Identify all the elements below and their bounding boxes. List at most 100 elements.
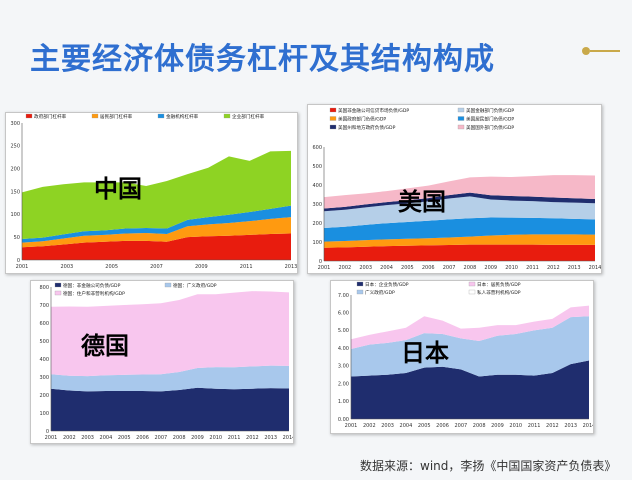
usa-x-tick-label: 2001 (318, 265, 331, 271)
usa-legend-label: 美国国外部门负债/GDP (466, 124, 514, 131)
china-x-tick-label: 2005 (105, 264, 118, 270)
china-x-tick-label: 2011 (240, 264, 253, 270)
usa-x-tick-label: 2002 (338, 265, 351, 271)
germany-y-tick-label: 400 (39, 357, 49, 363)
usa-legend-swatch (457, 124, 465, 130)
china-legend-label: 居民部门杠杆率 (100, 113, 133, 120)
japan-legend-label: 私人非营利机构/GDP (477, 289, 521, 296)
usa-legend-swatch (457, 107, 465, 113)
china-x-tick-label: 2007 (150, 264, 163, 270)
usa-y-tick-label: 600 (312, 145, 322, 151)
japan-legend-swatch (356, 281, 364, 287)
china-y-tick-label: 50 (14, 235, 20, 241)
germany-legend-swatch (164, 282, 172, 288)
china-chart: 0 50 100 150 200 250 300 2001 2003 2005 2007 2009 20… (5, 112, 298, 274)
usa-y-tick-label: 100 (312, 240, 322, 246)
japan-legend-label: 广义政府/GDP (365, 289, 395, 296)
germany-y-tick-label: 300 (39, 375, 49, 381)
china-legend-swatch (91, 113, 99, 119)
japan-x-tick-label: 2001 (345, 423, 358, 429)
usa-area-0 (324, 244, 595, 261)
germany-legend-label: 德国：广义政府/GDP (173, 282, 217, 289)
usa-x-tick-label: 2012 (547, 265, 560, 271)
germany-x-tick-label: 2005 (118, 435, 131, 441)
japan-chart-svg: 0.00 1.00 2.00 3.00 4.00 5.00 6.00 7.00 2001 2002… (338, 281, 593, 429)
japan-x-tick-label: 2006 (436, 423, 449, 429)
usa-legend-label: 美国居民部门负债/GDP (466, 116, 514, 123)
japan-area-0 (351, 360, 589, 419)
germany-x-tick-label: 2002 (63, 435, 76, 441)
germany-y-tick-label: 800 (39, 285, 49, 291)
japan-x-tick-label: 2011 (528, 423, 541, 429)
china-area-1 (22, 217, 291, 248)
usa-chart-svg: 0 100 200 300 400 500 600 2001 2002 2003 2004 2005 2… (312, 107, 601, 271)
usa-legend-label: 美国政府部门负债/GDP (338, 116, 386, 123)
japan-y-tick-label: 4.00 (338, 346, 349, 352)
usa-y-tick-label: 300 (312, 202, 322, 208)
germany-y-tick-label: 700 (39, 303, 49, 309)
germany-legend-label: 德国：非金融公司负债/GDP (63, 282, 121, 289)
usa-area-1 (324, 234, 595, 248)
usa-country-label: 美国 (398, 188, 446, 216)
china-area-2 (22, 205, 291, 243)
germany-area-1 (51, 365, 289, 392)
usa-legend-label: 美国金融部门负债/GDP (466, 107, 514, 114)
japan-x-tick-label: 2005 (418, 423, 431, 429)
usa-x-tick-label: 2013 (568, 265, 581, 271)
usa-legend-label: 美国州和地方政府负债/GDP (338, 124, 396, 131)
china-legend-swatch (223, 113, 231, 119)
china-country-label: 中国 (94, 175, 142, 203)
china-x-tick-label: 2013 (285, 264, 297, 270)
japan-x-tick-label: 2009 (491, 423, 504, 429)
usa-x-tick-label: 2009 (484, 265, 497, 271)
japan-legend-swatch (468, 281, 476, 287)
germany-area-2 (51, 291, 289, 377)
germany-x-tick-label: 2007 (154, 435, 167, 441)
usa-x-tick-label: 2010 (505, 265, 518, 271)
japan-legend-label: 日本：企业负债/GDP (365, 281, 409, 288)
usa-x-tick-label: 2005 (401, 265, 414, 271)
usa-legend-swatch (329, 116, 337, 121)
china-y-tick-label: 150 (10, 189, 20, 195)
japan-area-2 (351, 305, 589, 350)
germany-y-tick-label: 0 (46, 429, 49, 435)
japan-y-tick-label: 3.00 (338, 364, 349, 370)
germany-y-tick-label: 500 (39, 339, 49, 345)
germany-chart: 0 100 200 300 400 500 600 700 800 2001 2002 2003 200… (30, 280, 294, 444)
usa-y-tick-label: 0 (319, 259, 322, 265)
japan-y-tick-label: 6.00 (338, 311, 349, 317)
japan-x-tick-label: 2004 (400, 423, 413, 429)
usa-x-tick-label: 2004 (380, 265, 393, 271)
usa-legend-swatch (457, 116, 465, 121)
china-chart-svg: 0 50 100 150 200 250 300 2001 2003 2005 2007 2009 20… (10, 113, 297, 270)
germany-x-tick-label: 2010 (209, 435, 222, 441)
japan-x-tick-label: 2003 (381, 423, 394, 429)
japan-legend-swatch (468, 289, 476, 295)
germany-x-tick-label: 2001 (45, 435, 58, 441)
usa-x-tick-label: 2008 (464, 265, 477, 271)
usa-y-tick-label: 500 (312, 164, 322, 170)
germany-x-tick-label: 2009 (191, 435, 204, 441)
germany-x-tick-label: 2004 (100, 435, 113, 441)
china-x-tick-label: 2003 (60, 264, 73, 270)
japan-x-tick-label: 2007 (454, 423, 467, 429)
japan-legend-swatch (356, 289, 364, 295)
germany-x-tick-label: 2008 (173, 435, 186, 441)
china-y-tick-label: 250 (10, 144, 20, 150)
china-y-tick-label: 300 (10, 121, 20, 127)
japan-y-tick-label: 0.00 (338, 417, 349, 423)
germany-x-tick-label: 2011 (228, 435, 241, 441)
germany-y-tick-label: 600 (39, 321, 49, 327)
germany-country-label: 德国 (81, 332, 129, 360)
usa-area-5 (324, 175, 595, 209)
china-y-tick-label: 0 (17, 258, 20, 264)
germany-x-tick-label: 2003 (81, 435, 94, 441)
china-legend-label: 政府部门杠杆率 (34, 113, 67, 120)
china-x-tick-label: 2001 (16, 264, 29, 270)
usa-x-tick-label: 2014 (589, 265, 601, 271)
title-divider-dot (582, 47, 590, 55)
usa-x-tick-label: 2006 (422, 265, 435, 271)
germany-x-tick-label: 2012 (246, 435, 259, 441)
japan-y-tick-label: 5.00 (338, 328, 349, 334)
china-area-3 (22, 150, 291, 239)
